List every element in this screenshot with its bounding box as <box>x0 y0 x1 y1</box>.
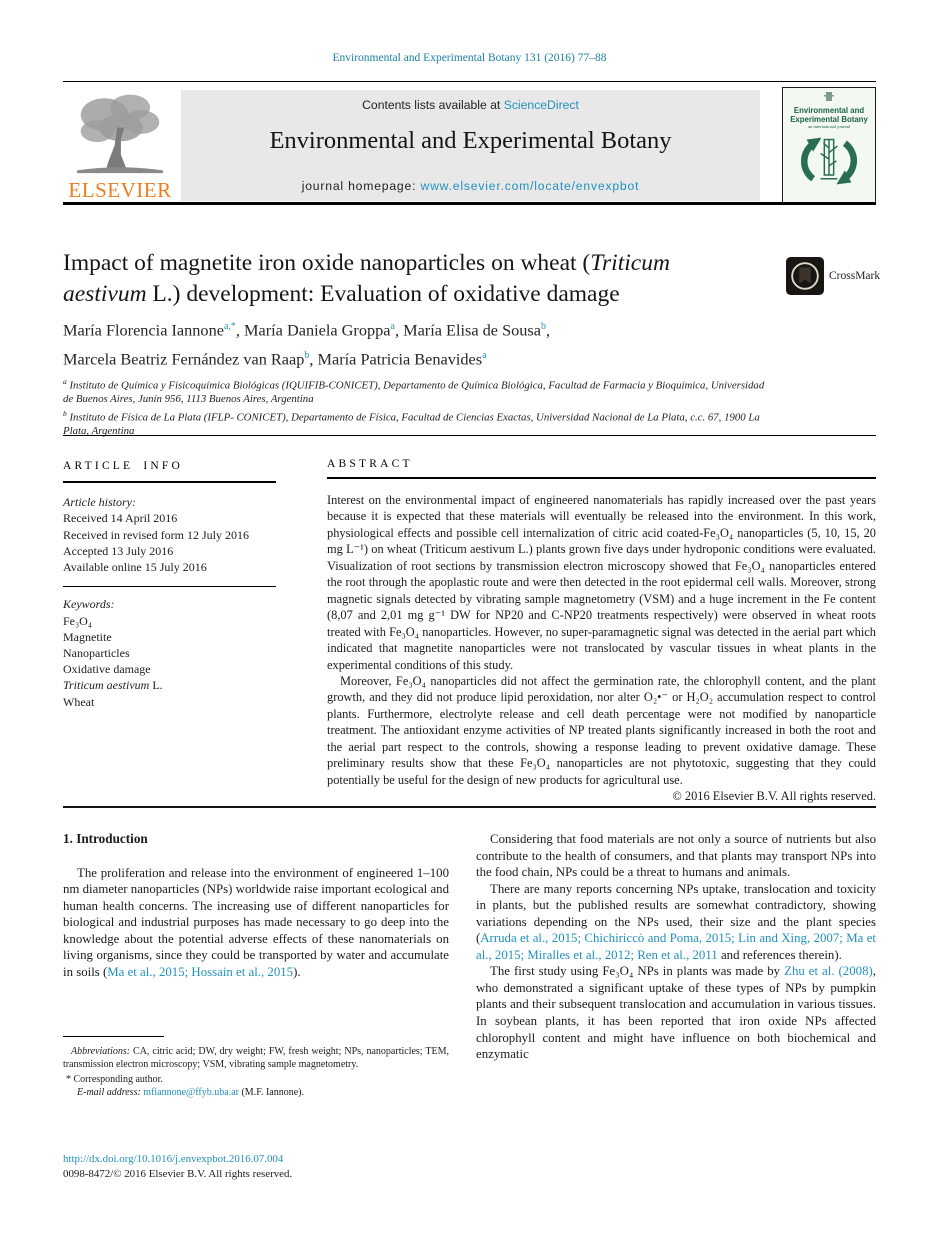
author-name: Marcela Beatriz Fernández van Raap <box>63 349 305 369</box>
doi-link[interactable]: http://dx.doi.org/10.1016/j.envexpbot.20… <box>63 1153 284 1165</box>
crossmark-icon <box>786 257 824 295</box>
article-title: Impact of magnetite iron oxide nanoparti… <box>63 250 670 307</box>
body-column-right: Considering that food materials are not … <box>476 831 876 1063</box>
author-name: María Daniela Groppa <box>244 320 391 340</box>
author-affil-sup[interactable]: b <box>304 349 310 361</box>
info-divider-rule <box>63 586 276 588</box>
contents-line: Contents lists available at ScienceDirec… <box>181 98 760 112</box>
footnote-block: Abbreviations: CA, citric acid; DW, dry … <box>63 1036 449 1099</box>
journal-banner: Contents lists available at ScienceDirec… <box>181 90 760 201</box>
keyword: Wheat <box>63 694 95 709</box>
history-line: Received 14 April 2016 <box>63 511 178 526</box>
masthead-bottom-rule <box>63 202 876 205</box>
copyright-line: © 2016 Elsevier B.V. All rights reserved… <box>672 789 876 804</box>
homepage-line: journal homepage: www.elsevier.com/locat… <box>181 179 760 193</box>
abstract-underline <box>327 477 876 479</box>
journal-title: Environmental and Experimental Botany <box>269 127 672 154</box>
keyword: Fe₃O₄ <box>63 613 93 628</box>
corresponding-author-note: * Corresponding author. <box>66 1073 163 1085</box>
top-rule <box>63 81 876 82</box>
author-affil-sup[interactable]: b <box>541 321 546 332</box>
email-link[interactable]: mfiannone@ffyb.uba.ar <box>143 1086 239 1098</box>
abstract-column: ABSTRACT Interest on the environmental i… <box>327 458 876 805</box>
citation-link[interactable]: Ma et al., 2015; Hossain et al., 2015 <box>107 964 294 979</box>
author-affil-sup[interactable]: a,* <box>223 321 236 332</box>
affiliations: a Instituto de Química y Fisicoquímica B… <box>63 375 775 439</box>
keyword: Triticum aestivum L. <box>63 678 163 693</box>
history-line: Accepted 13 July 2016 <box>63 543 174 558</box>
intro-paragraph-2: Considering that food materials are not … <box>476 832 876 880</box>
citation-link[interactable]: Zhu et al. (2008) <box>784 964 873 979</box>
journal-cover-thumbnail[interactable]: Environmental and Experimental Botany an… <box>782 87 876 203</box>
cover-title: Environmental and Experimental Botany <box>790 106 868 124</box>
abstract-heading: ABSTRACT <box>327 458 413 470</box>
cover-emblem-icon <box>800 137 858 185</box>
issn-copyright-line: 0098-8472/© 2016 Elsevier B.V. All right… <box>63 1168 293 1180</box>
author-affil-sup[interactable]: a <box>390 321 395 332</box>
keyword: Oxidative damage <box>63 662 151 677</box>
history-line: Received in revised form 12 July 2016 <box>63 527 249 542</box>
running-head-citation: Environmental and Experimental Botany 13… <box>332 52 607 64</box>
crossmark-label: CrossMark <box>829 270 881 282</box>
author-list: María Florencia Iannonea,*, María Daniel… <box>63 314 823 372</box>
abstract-paragraph-2: Moreover, Fe₃O₄ nanoparticles did not af… <box>327 673 876 787</box>
contents-prefix: Contents lists available at <box>362 98 504 112</box>
history-line: Available online 15 July 2016 <box>63 560 207 575</box>
crossmark-badge[interactable]: CrossMark <box>786 257 880 295</box>
sciencedirect-link[interactable]: ScienceDirect <box>503 98 579 112</box>
footnote-rule <box>63 1036 164 1037</box>
cover-subtitle: an international journal <box>808 124 850 130</box>
elsevier-wordmark: ELSEVIER <box>68 178 172 202</box>
author-name: María Elisa de Sousa <box>403 320 541 340</box>
article-info-column: ARTICLE INFO Article history: Received 1… <box>63 458 276 710</box>
cover-crest-icon <box>824 92 834 101</box>
abstract-paragraph-1: Interest on the environmental impact of … <box>327 493 876 672</box>
keyword: Magnetite <box>63 629 112 644</box>
abbreviations-note: Abbreviations: CA, citric acid; DW, dry … <box>63 1046 449 1071</box>
homepage-url-link[interactable]: www.elsevier.com/locate/envexpbot <box>420 179 640 193</box>
keywords-label: Keywords: <box>63 597 115 612</box>
intro-paragraph-4: The first study using Fe₃O₄ NPs in plant… <box>476 964 876 1062</box>
body-column-left: 1. Introduction The proliferation and re… <box>63 831 449 980</box>
article-info-heading: ARTICLE INFO <box>63 460 183 472</box>
elsevier-tree-icon <box>77 94 163 174</box>
history-label: Article history: <box>63 495 136 510</box>
email-line: E-mail address: mfiannone@ffyb.uba.ar (M… <box>77 1086 304 1098</box>
homepage-prefix: journal homepage: <box>301 179 421 193</box>
intro-paragraph-3: There are many reports concerning NPs up… <box>476 881 876 962</box>
author-affil-sup[interactable]: a <box>482 349 487 361</box>
abstract-bottom-rule <box>63 806 876 808</box>
affiliation-b: b Instituto de Física de La Plata (IFLP-… <box>63 409 760 438</box>
footer-block: http://dx.doi.org/10.1016/j.envexpbot.20… <box>63 1152 563 1182</box>
info-top-rule <box>63 435 876 436</box>
affiliation-a: a Instituto de Química y Fisicoquímica B… <box>63 377 765 406</box>
keyword: Nanoparticles <box>63 646 130 661</box>
author-name: María Florencia Iannone <box>63 320 224 340</box>
article-info-underline <box>63 481 276 484</box>
elsevier-logo[interactable]: ELSEVIER <box>63 91 177 202</box>
author-line-2: Marcela Beatriz Fernández van Raapb, Mar… <box>63 349 487 369</box>
citation-link[interactable]: Arruda et al., 2015; Chichiriccò and Pom… <box>476 931 876 962</box>
intro-paragraph-1: The proliferation and release into the e… <box>63 865 449 979</box>
section-heading-introduction: 1. Introduction <box>63 831 148 846</box>
author-name: María Patricia Benavides <box>317 349 483 369</box>
author-line-1: María Florencia Iannonea,*, María Daniel… <box>63 320 551 340</box>
